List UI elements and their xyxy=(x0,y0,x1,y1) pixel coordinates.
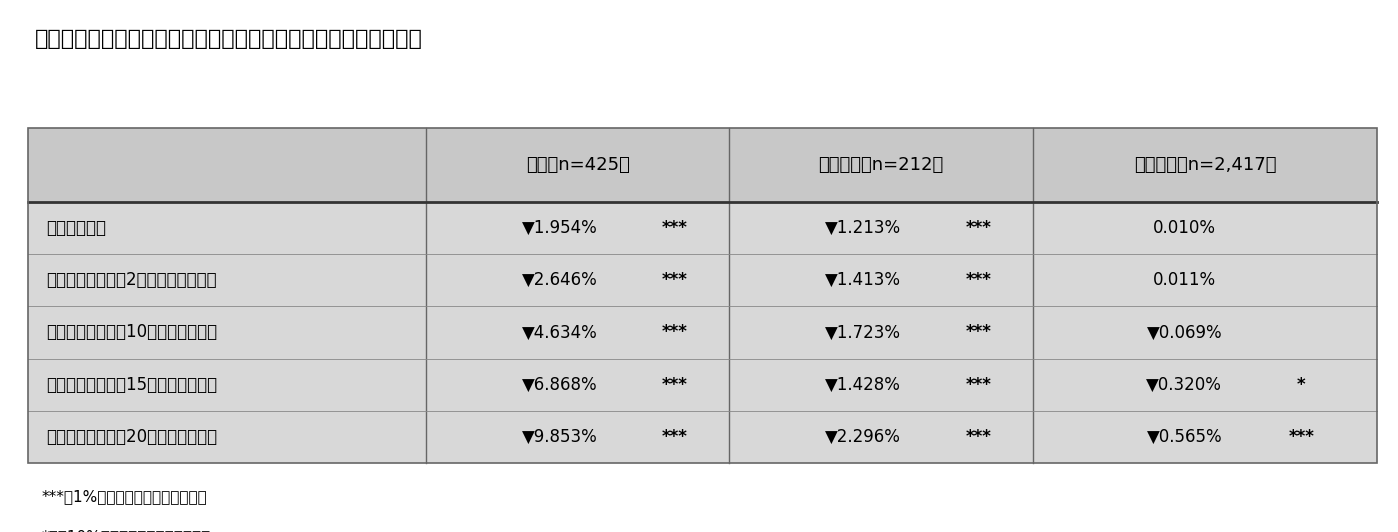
Text: 増資（n=425）: 増資（n=425） xyxy=(526,156,629,174)
Text: ▼4.634%: ▼4.634% xyxy=(521,323,597,342)
Text: ***: *** xyxy=(966,271,991,289)
Text: ***: *** xyxy=(966,219,991,237)
Text: ***: *** xyxy=(1289,428,1314,446)
Text: ▼1.428%: ▼1.428% xyxy=(825,376,900,394)
Text: ***: *** xyxy=(661,376,688,394)
Text: *　　10%水準で統計的に有意である: * 10%水準で統計的に有意である xyxy=(42,529,211,532)
Text: ▼0.069%: ▼0.069% xyxy=(1146,323,1222,342)
Text: 公表翁営業日: 公表翁営業日 xyxy=(46,219,106,237)
Text: ▼0.565%: ▼0.565% xyxy=(1146,428,1222,446)
Text: 公表翁営業日から15営業日（累計）: 公表翁営業日から15営業日（累計） xyxy=(46,376,217,394)
Text: ***: *** xyxy=(661,219,688,237)
Text: 公表翁営業日から2営業日　（累計）: 公表翁営業日から2営業日 （累計） xyxy=(46,271,217,289)
Text: ▼1.213%: ▼1.213% xyxy=(825,219,902,237)
Text: 公表翁営業日から10営業日（累計）: 公表翁営業日から10営業日（累計） xyxy=(46,323,217,342)
Text: ***　1%水準で統計的に有意である: *** 1%水準で統計的に有意である xyxy=(42,489,208,504)
Text: ▼1.723%: ▼1.723% xyxy=(825,323,902,342)
Text: *: * xyxy=(1297,376,1306,394)
Text: ▼1.954%: ▼1.954% xyxy=(521,219,597,237)
Text: 普通社債（n=2,417）: 普通社債（n=2,417） xyxy=(1134,156,1276,174)
Text: 公表翁営業日から20営業日（累計）: 公表翁営業日から20営業日（累計） xyxy=(46,428,217,446)
Text: ***: *** xyxy=(966,323,991,342)
Text: ***: *** xyxy=(661,428,688,446)
Text: ▼0.320%: ▼0.320% xyxy=(1146,376,1222,394)
Text: 転換社債（n=212）: 転換社債（n=212） xyxy=(819,156,944,174)
Text: ▼2.646%: ▼2.646% xyxy=(521,271,597,289)
Text: ▼1.413%: ▼1.413% xyxy=(825,271,902,289)
Text: 『図表１』　日本市場における外部資金調達公表後に株価の反応: 『図表１』 日本市場における外部資金調達公表後に株価の反応 xyxy=(35,29,422,49)
Text: 0.011%: 0.011% xyxy=(1153,271,1216,289)
Text: 0.010%: 0.010% xyxy=(1153,219,1216,237)
Text: ***: *** xyxy=(966,428,991,446)
Text: ***: *** xyxy=(661,271,688,289)
Text: ▼6.868%: ▼6.868% xyxy=(521,376,597,394)
Text: ▼2.296%: ▼2.296% xyxy=(825,428,900,446)
Text: ▼9.853%: ▼9.853% xyxy=(521,428,597,446)
Text: ***: *** xyxy=(661,323,688,342)
Text: ***: *** xyxy=(966,376,991,394)
